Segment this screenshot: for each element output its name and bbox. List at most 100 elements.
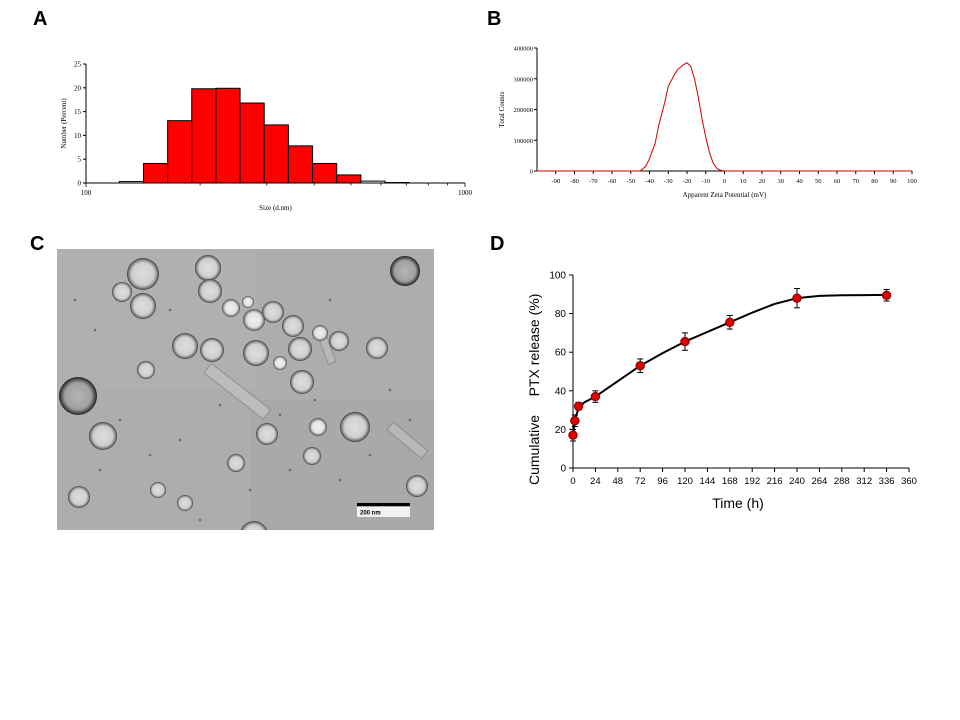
data-point [635,361,645,371]
x-tick-label: 90 [890,178,897,185]
x-tick-label: 0 [570,476,575,487]
x-tick-label: 20 [759,178,766,185]
y-axis-title: Number (Percent) [60,98,68,149]
x-tick-label: 10 [740,178,747,185]
y-axis-title-part1: Cumulative [526,415,542,485]
particle-dot [388,388,392,392]
x-tick-label: -70 [589,178,598,185]
data-point [680,336,690,347]
x-tick-label: 96 [657,476,668,487]
x-tick-label: 30 [778,178,785,185]
zeta-series-line [537,62,912,172]
vesicle [127,258,159,290]
vesicle [227,454,245,472]
x-axis-title: Size (d.nm) [259,204,292,212]
x-axis-title: Apparent Zeta Potential (mV) [683,191,767,199]
vesicle [150,482,166,498]
data-point [725,317,735,327]
vesicle [329,331,349,351]
particle-dot [218,403,222,407]
y-tick-label: 0 [530,169,533,176]
panel-label-c: C [30,233,45,255]
release-fit-curve [572,293,887,436]
particle-dot [198,518,202,522]
histogram-bar [312,162,338,184]
vesicle [243,340,269,366]
x-tick-label: -80 [570,178,579,185]
x-tick-label: 336 [879,476,895,487]
data-point [590,391,601,402]
y-tick-label: 100 [549,271,566,282]
vesicle [59,377,97,415]
x-tick-label: 216 [767,476,783,487]
data-point [881,290,892,300]
y-tick-label: 200000 [514,107,534,114]
y-tick-label: 80 [555,309,567,320]
x-tick-label: 100 [81,189,92,197]
particle-dot [313,398,317,402]
vesicle [340,412,370,442]
particle-dot [118,418,122,422]
vesicle [273,356,287,370]
x-tick-label: 144 [699,476,715,487]
x-axis-title: Time (h) [712,495,764,511]
vesicle [137,361,155,379]
y-axis-title: Total Counts [498,91,506,127]
x-tick-label: -30 [664,178,673,185]
vesicle [282,315,304,337]
particle-dot [288,468,292,472]
x-tick-label: 1000 [458,189,473,197]
y-tick-label: 20 [555,425,567,436]
vesicle [243,309,265,331]
vesicle [366,337,388,359]
y-tick-label: 0 [560,464,566,475]
x-tick-label: 70 [853,178,860,185]
x-tick-label: 60 [834,178,841,185]
x-tick-label: 192 [744,476,760,487]
vesicle [262,301,284,323]
vesicle [312,325,328,341]
particle-dot [338,478,342,482]
tem-background [57,249,434,530]
y-tick-label: 60 [555,348,567,359]
y-tick-label: 400000 [514,46,534,53]
vesicle [195,255,221,281]
panel-label-a: A [33,8,48,30]
vesicle [240,521,268,530]
histogram-bar [287,145,314,184]
scale-bar [357,503,410,506]
x-tick-label: 72 [635,476,646,487]
particle-dot [168,308,172,312]
x-tick-label: 288 [834,476,850,487]
histogram-bar [239,102,265,184]
histogram-bar [191,88,217,184]
x-tick-label: 168 [722,476,738,487]
particle-dot [148,453,152,457]
data-point [573,401,584,411]
histogram-bar [263,124,289,184]
particle-dot [98,468,102,472]
x-tick-label: -90 [551,178,560,185]
particle-dot [278,413,282,417]
vesicle [309,418,327,436]
scale-bar-label: 200 nm [360,511,381,517]
y-tick-label: 5 [78,156,82,164]
vesicle [242,296,254,308]
y-tick-label: 20 [74,84,82,92]
x-tick-label: -50 [626,178,635,185]
x-tick-label: 264 [811,476,827,487]
x-tick-label: 24 [590,476,601,487]
data-point [568,430,578,440]
y-axis-title-part2: PTX release (%) [526,294,542,397]
x-tick-label: -60 [608,178,617,185]
histogram-bar [118,181,144,184]
y-tick-label: 100000 [514,138,534,145]
x-tick-label: 48 [613,476,624,487]
x-tick-label: 100 [907,178,917,185]
vesicle [390,256,420,286]
y-tick-label: 25 [74,61,82,69]
y-tick-label: 0 [78,180,82,188]
y-tick-label: 40 [555,386,567,397]
